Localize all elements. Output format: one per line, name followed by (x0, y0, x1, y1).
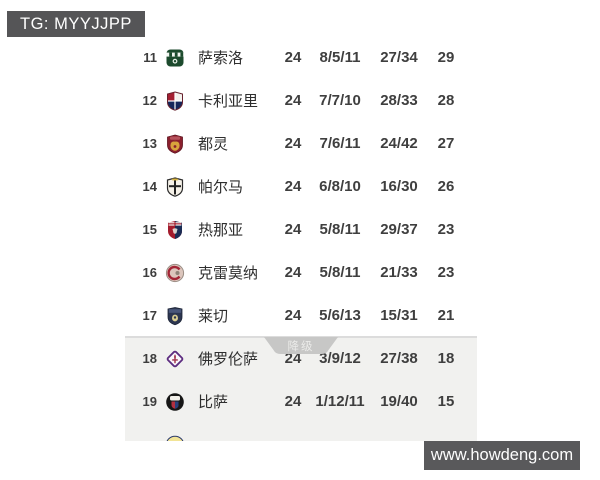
points-value: 23 (437, 264, 455, 281)
played-value: 24 (284, 350, 302, 367)
points-value: 26 (437, 178, 455, 195)
team-name: 比萨 (198, 394, 229, 411)
table-row[interactable]: 19 比萨 24 1/12/11 19/40 15 (125, 380, 477, 423)
played-value: 24 (284, 178, 302, 195)
team-name: 萨索洛 (198, 50, 244, 67)
relegation-tab: 降级 (264, 337, 338, 355)
parma-logo-icon (165, 176, 185, 197)
watermark-top: TG: MYYJJPP (7, 11, 145, 37)
team-name: 热那亚 (198, 222, 244, 239)
goals-value: 24/42 (380, 135, 418, 152)
win-draw-loss-value: 3/9/12 (319, 350, 361, 367)
rank-label: 15 (142, 222, 157, 237)
standings-table: 11 萨索洛 24 8/5/11 27/34 29 12 卡利亚里 24 7/7… (125, 36, 477, 441)
win-draw-loss-value: 5/8/11 (319, 221, 361, 238)
goals-value: 27/38 (380, 350, 418, 367)
fiorentina-logo-icon (165, 349, 185, 369)
lecce-logo-icon (165, 306, 185, 326)
torino-logo-icon (165, 134, 185, 154)
win-draw-loss-value: 8/5/11 (319, 49, 361, 66)
win-draw-loss-value: 1/12/11 (315, 393, 365, 410)
table-row[interactable]: 15 热那亚 24 5/8/11 29/37 23 (125, 208, 477, 251)
table-row[interactable]: 18 佛罗伦萨 24 3/9/12 27/38 18 (125, 337, 477, 380)
pisa-logo-icon (165, 392, 185, 412)
watermark-bottom: www.howdeng.com (424, 441, 580, 470)
win-draw-loss-value: 6/8/10 (319, 178, 361, 195)
goals-value: 21/33 (380, 264, 418, 281)
genoa-logo-icon (165, 220, 185, 240)
played-value: 24 (284, 307, 302, 324)
table-row[interactable]: 14 帕尔马 24 6/8/10 16/30 26 (125, 165, 477, 208)
relegation-tab-label: 降级 (287, 341, 315, 353)
table-row-partial (125, 423, 477, 441)
goals-value: 28/33 (380, 92, 418, 109)
cagliari-logo-icon (165, 90, 185, 111)
win-draw-loss-value: 7/6/11 (319, 135, 361, 152)
rank-label: 16 (142, 265, 157, 280)
played-value: 24 (284, 135, 302, 152)
verona-logo-icon (165, 435, 185, 441)
cremonese-logo-icon (165, 263, 185, 283)
team-name: 佛罗伦萨 (198, 351, 259, 368)
played-value: 24 (284, 221, 302, 238)
played-value: 24 (284, 264, 302, 281)
goals-value: 19/40 (380, 393, 418, 410)
rank-label: 18 (142, 351, 157, 366)
points-value: 18 (437, 350, 455, 367)
points-value: 29 (437, 49, 455, 66)
table-row[interactable]: 11 萨索洛 24 8/5/11 27/34 29 (125, 36, 477, 79)
rank-label: 13 (142, 136, 157, 151)
goals-value: 29/37 (380, 221, 418, 238)
win-draw-loss-value: 5/6/13 (319, 307, 361, 324)
points-value: 15 (437, 393, 455, 410)
team-name: 都灵 (198, 136, 229, 153)
played-value: 24 (284, 393, 302, 410)
goals-value: 27/34 (380, 49, 418, 66)
win-draw-loss-value: 5/8/11 (319, 264, 361, 281)
played-value: 24 (284, 49, 302, 66)
goals-value: 15/31 (380, 307, 418, 324)
goals-value: 16/30 (380, 178, 418, 195)
team-name: 卡利亚里 (198, 93, 259, 110)
played-value: 24 (284, 92, 302, 109)
win-draw-loss-value: 7/7/10 (319, 92, 361, 109)
team-name: 帕尔马 (198, 179, 244, 196)
rank-label: 17 (142, 308, 157, 323)
rank-label: 12 (142, 93, 157, 108)
rank-label: 14 (142, 179, 157, 194)
table-row[interactable]: 12 卡利亚里 24 7/7/10 28/33 28 (125, 79, 477, 122)
table-row[interactable]: 13 都灵 24 7/6/11 24/42 27 (125, 122, 477, 165)
sassuolo-logo-icon (165, 48, 185, 68)
points-value: 27 (437, 135, 455, 152)
table-row[interactable]: 17 莱切 24 5/6/13 15/31 21 (125, 294, 477, 337)
points-value: 21 (437, 307, 455, 324)
points-value: 28 (437, 92, 455, 109)
table-row[interactable]: 16 克雷莫纳 24 5/8/11 21/33 23 (125, 251, 477, 294)
relegation-zone-background (125, 337, 477, 441)
team-name: 克雷莫纳 (198, 265, 259, 282)
rank-label: 19 (142, 394, 157, 409)
points-value: 23 (437, 221, 455, 238)
team-name: 莱切 (198, 308, 229, 325)
rank-label: 11 (143, 50, 157, 65)
